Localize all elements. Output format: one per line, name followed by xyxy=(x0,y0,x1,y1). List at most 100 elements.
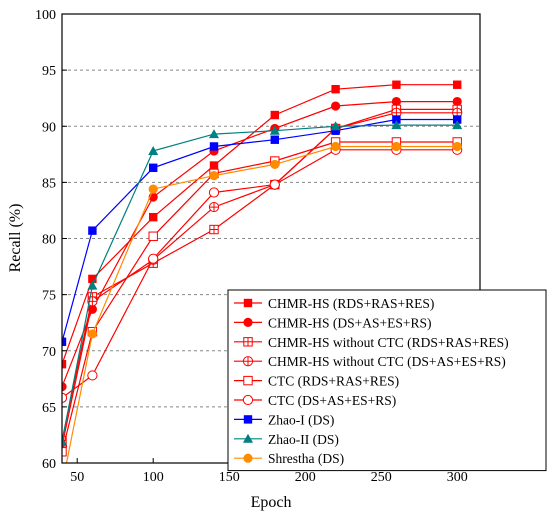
data-point xyxy=(453,80,462,89)
legend-label: Zhao-I (DS) xyxy=(268,412,334,427)
data-point xyxy=(209,142,219,151)
data-point xyxy=(452,120,463,130)
data-point xyxy=(62,436,67,446)
data-point xyxy=(243,415,253,424)
data-point xyxy=(242,394,254,406)
axes: 60 65 70 75 80 85 90 95 100 50 100 150 200 250 300 xyxy=(35,8,468,485)
data-point xyxy=(148,253,159,264)
data-point xyxy=(87,329,97,339)
legend-item: Zhao-II (DS) xyxy=(234,432,339,447)
data-point xyxy=(62,382,67,392)
legend-item: CTC (DS+AS+ES+RS) xyxy=(234,393,396,408)
data-point xyxy=(243,375,253,386)
data-point xyxy=(149,212,158,222)
data-point xyxy=(270,135,279,144)
series-line xyxy=(62,141,458,452)
legend-box xyxy=(227,289,547,472)
series-line xyxy=(62,149,458,399)
x-tick-label: 300 xyxy=(447,470,468,485)
series-line xyxy=(62,100,458,387)
data-point xyxy=(331,85,340,94)
data-point xyxy=(452,141,462,152)
series-line xyxy=(62,108,458,441)
data-point xyxy=(57,481,66,490)
data-point xyxy=(209,224,219,235)
data-point xyxy=(269,125,280,135)
legend-label: CTC (RDS+RAS+RES) xyxy=(268,374,399,389)
legend-label: CHMR-HS (DS+AS+ES+RS) xyxy=(268,315,432,330)
legend-label: CHMR-HS without CTC (DS+AS+ES+RS) xyxy=(268,354,506,369)
y-tick-label: 100 xyxy=(35,8,56,23)
data-point xyxy=(62,447,67,457)
data-point xyxy=(452,96,462,107)
legend-item: Zhao-I (DS) xyxy=(234,412,334,427)
series-line xyxy=(65,145,458,463)
data-point xyxy=(331,101,341,111)
data-point xyxy=(243,337,253,347)
data-point xyxy=(391,120,402,130)
x-tick-label: 150 xyxy=(219,470,240,485)
y-tick-label: 75 xyxy=(42,289,56,304)
legend-item: CHMR-HS (DS+AS+ES+RS) xyxy=(234,315,432,330)
data-point xyxy=(62,360,67,369)
data-point xyxy=(391,96,401,107)
data-point xyxy=(209,171,219,181)
legend-label: Zhao-II (DS) xyxy=(268,432,339,447)
legend-item: CTC (RDS+RAS+RES) xyxy=(234,374,399,389)
y-tick-label: 80 xyxy=(42,233,56,248)
data-point xyxy=(331,126,340,135)
legend-label: Shrestha (DS) xyxy=(268,451,344,466)
x-tick-label: 250 xyxy=(371,470,392,485)
legend-label: CTC (DS+AS+ES+RS) xyxy=(268,393,396,408)
y-tick-label: 90 xyxy=(42,120,56,135)
data-point xyxy=(243,453,253,463)
data-point xyxy=(269,179,280,190)
y-axis-title: Recall (%) xyxy=(7,204,24,273)
data-point xyxy=(148,231,158,241)
y-tick-label: 95 xyxy=(42,64,56,79)
data-point xyxy=(88,226,97,235)
data-point xyxy=(243,317,253,327)
series-layer xyxy=(57,80,463,490)
data-point xyxy=(243,298,253,308)
data-point xyxy=(87,370,98,381)
series-line xyxy=(62,118,458,342)
y-tick-label: 60 xyxy=(42,457,56,472)
legend-label: CHMR-HS without CTC (RDS+RAS+RES) xyxy=(268,335,509,350)
data-point xyxy=(209,161,219,170)
series-line xyxy=(62,112,458,447)
series-line xyxy=(62,124,458,442)
legend-item: CHMR-HS without CTC (RDS+RAS+RES) xyxy=(234,335,509,350)
data-point xyxy=(242,356,254,367)
y-tick-label: 85 xyxy=(42,176,56,191)
data-point xyxy=(270,159,280,170)
legend-item: CHMR-HS (RDS+RAS+RES) xyxy=(234,296,434,311)
legend-item: Shrestha (DS) xyxy=(234,451,344,466)
data-point xyxy=(87,280,98,290)
data-point xyxy=(330,121,341,131)
data-point xyxy=(209,129,219,139)
y-tick-label: 65 xyxy=(42,401,56,416)
data-point xyxy=(62,337,67,346)
data-point xyxy=(392,80,401,89)
data-point xyxy=(331,141,341,152)
data-point xyxy=(88,274,97,284)
data-point xyxy=(391,141,401,152)
data-point xyxy=(453,115,462,124)
legend: CHMR-HS (RDS+RAS+RES) CHMR-HS (DS+AS+ES+R… xyxy=(227,289,547,472)
data-point xyxy=(148,145,159,155)
data-point xyxy=(149,163,158,172)
y-tick-label: 70 xyxy=(42,345,56,360)
x-tick-label: 100 xyxy=(143,470,164,485)
series-9 xyxy=(57,141,462,490)
x-tick-label: 200 xyxy=(295,470,316,485)
data-point xyxy=(270,110,279,120)
data-point xyxy=(243,433,253,443)
series-7 xyxy=(62,115,462,346)
legend-item: CHMR-HS without CTC (DS+AS+ES+RS) xyxy=(234,354,506,369)
data-point xyxy=(208,201,220,213)
x-axis-title: Epoch xyxy=(251,494,292,511)
data-point xyxy=(392,115,401,124)
x-tick-label: 50 xyxy=(70,470,84,485)
